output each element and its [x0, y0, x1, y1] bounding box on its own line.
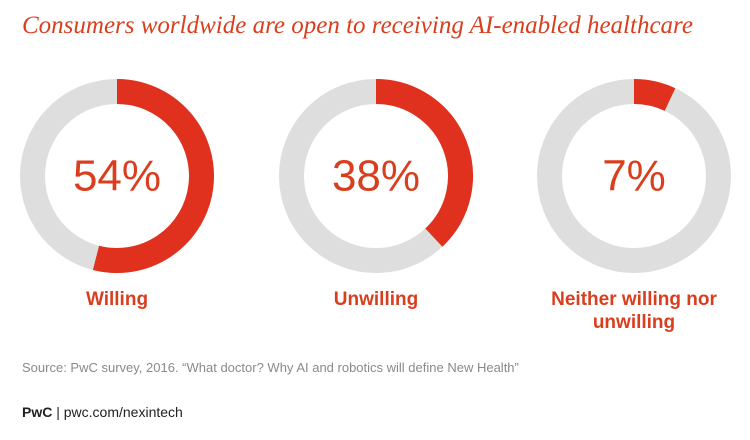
- brand: PwC: [22, 404, 53, 420]
- value-label: 38%: [332, 152, 420, 201]
- footer-link: | pwc.com/nexintech: [56, 404, 183, 420]
- category-label: Unwilling: [333, 289, 419, 310]
- value-label: 7%: [602, 152, 666, 201]
- category-label: Neither willing nor unwilling: [551, 289, 717, 333]
- category-label: Willing: [85, 289, 149, 310]
- title: Consumers worldwide are open to receivin…: [22, 12, 693, 39]
- donut-segment: [92, 79, 214, 273]
- donut-segment: [375, 79, 473, 247]
- value-label: 54%: [73, 152, 161, 201]
- footer: PwC | pwc.com/nexintech: [22, 404, 183, 420]
- donut-segment: [633, 79, 676, 112]
- source: Source: PwC survey, 2016. “What doctor? …: [22, 360, 519, 375]
